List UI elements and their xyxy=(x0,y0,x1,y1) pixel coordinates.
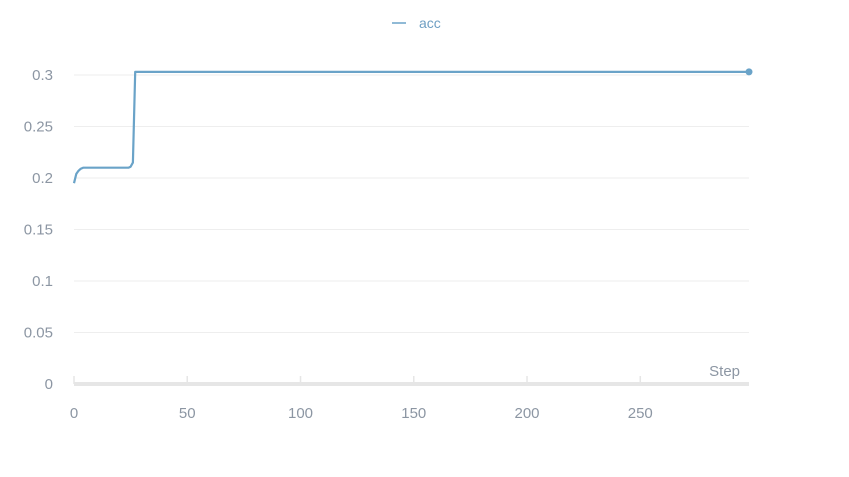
x-tick-label: 150 xyxy=(401,405,426,422)
y-axis-tick-labels: 0 0.05 0.1 0.15 0.2 0.25 0.3 xyxy=(24,67,53,393)
series-lines xyxy=(72,68,753,184)
x-tick-label: 100 xyxy=(288,405,313,422)
y-tick-label: 0.15 xyxy=(24,222,53,239)
series-end-point-acc xyxy=(745,68,753,76)
y-tick-label: 0.1 xyxy=(32,273,53,290)
grid-lines xyxy=(74,74,749,333)
x-tick-label: 0 xyxy=(70,405,78,422)
legend[interactable]: acc xyxy=(392,15,441,31)
x-tick-label: 250 xyxy=(628,405,653,422)
x-axis xyxy=(73,376,749,386)
legend-label-acc: acc xyxy=(419,15,441,31)
series-line-acc xyxy=(72,70,749,184)
x-tick-label: 200 xyxy=(515,405,540,422)
y-tick-label: 0.3 xyxy=(32,67,53,84)
x-tick-label: 50 xyxy=(179,405,196,422)
y-tick-label: 0.25 xyxy=(24,119,53,136)
y-tick-label: 0 xyxy=(45,376,53,393)
x-axis-tick-labels: 0 50 100 150 200 250 xyxy=(70,405,653,422)
y-tick-label: 0.2 xyxy=(32,170,53,187)
x-axis-title: Step xyxy=(709,363,740,380)
y-tick-label: 0.05 xyxy=(24,325,53,342)
